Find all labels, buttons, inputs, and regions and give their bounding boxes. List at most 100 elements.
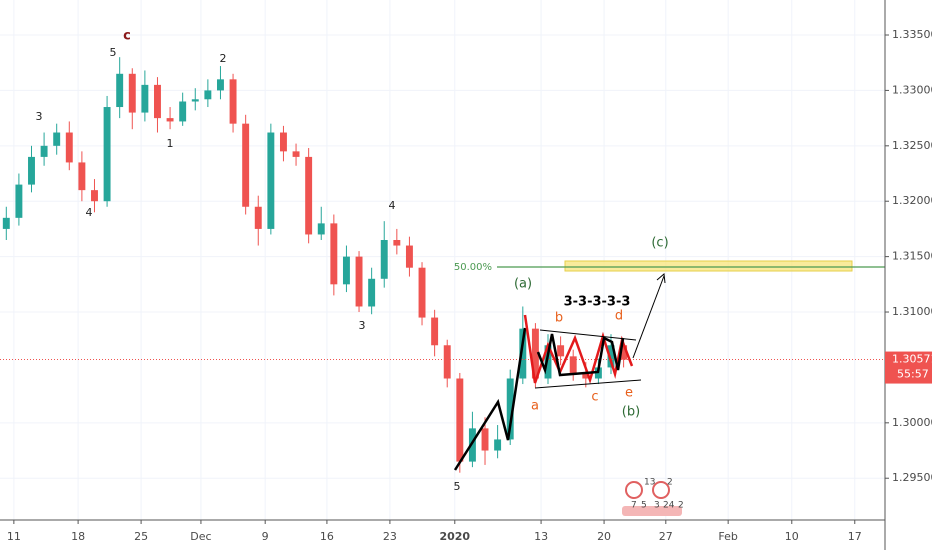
candles [0, 57, 885, 473]
wave-label: (c) [651, 236, 668, 251]
y-tick-label: 1.33000 [892, 83, 932, 96]
candle-body [191, 99, 199, 102]
x-tick-label: 27 [659, 530, 673, 543]
labels: c 5 3 4 1 2 4 3 5 (a) b a c d e (b) (c) … [36, 29, 669, 494]
candle-body [154, 84, 161, 119]
event-count: 13 [644, 478, 655, 488]
event-count: 5 [641, 501, 647, 511]
event-count: 2 [667, 478, 673, 488]
arrow-head [656, 273, 666, 284]
candle-body [305, 156, 313, 235]
candle-body [582, 372, 590, 379]
candle-body [292, 151, 300, 157]
candle-body [15, 184, 23, 218]
triangle-line [534, 379, 642, 389]
wave-label: a [531, 399, 539, 414]
countdown-label: 55:57 [897, 368, 929, 381]
pattern-label: 3-3-3-3-3 [564, 295, 631, 310]
candle-body [216, 79, 224, 91]
candle-body [317, 223, 325, 235]
candle-body [65, 132, 73, 163]
y-tick-label: 1.31500 [892, 250, 932, 263]
candle-body [166, 118, 174, 122]
candle-body [330, 223, 338, 285]
drawings [453, 260, 885, 471]
event-count: 7 [631, 501, 637, 511]
triangle-line [539, 329, 637, 341]
candle-body [468, 428, 476, 462]
candle-body [141, 84, 149, 113]
candle-body [620, 345, 628, 360]
candle-body [544, 345, 552, 379]
candle-body [519, 328, 527, 379]
candle-body [267, 132, 275, 229]
event-icon [625, 481, 643, 499]
grid [0, 0, 885, 520]
candle-body [368, 278, 376, 307]
candle-body [128, 73, 136, 113]
candle-body [204, 90, 212, 100]
candle-body [405, 245, 413, 268]
wave-line [453, 327, 527, 471]
wave-label: c [591, 390, 598, 405]
y-tick-label: 1.32000 [892, 194, 932, 207]
candle-body [355, 256, 363, 307]
candle-body [456, 378, 464, 462]
candle-body [91, 190, 98, 202]
wave-label: d [615, 309, 623, 324]
wave-label: 4 [389, 199, 396, 212]
wave-label: c [123, 29, 131, 44]
candle-body [28, 156, 35, 185]
candle-body [531, 328, 539, 379]
x-tick-label: Dec [190, 530, 211, 543]
candle-body [494, 439, 502, 451]
fib-label: 50.00% [454, 262, 492, 273]
x-tick-label: 23 [383, 530, 397, 543]
x-tick-label: Feb [718, 530, 737, 543]
candle-body [103, 107, 111, 202]
candle-body [229, 79, 237, 124]
x-tick-label: 18 [71, 530, 85, 543]
event-icon [652, 481, 670, 499]
candle-body [242, 123, 250, 207]
event-count: 24 [663, 501, 675, 511]
wave-line [536, 333, 625, 377]
arrow [632, 275, 665, 359]
wave-label: 1 [167, 137, 174, 150]
event-bar [622, 506, 682, 516]
wave-label: e [625, 386, 633, 401]
candle-body [443, 345, 451, 379]
event-count: 2 [678, 501, 684, 511]
candle-body [380, 240, 388, 279]
wave-label: 3 [36, 110, 43, 123]
candle-body [254, 206, 262, 229]
x-tick-label: 9 [262, 530, 269, 543]
x-tick-label: 17 [848, 530, 862, 543]
candle-body [431, 317, 439, 346]
wave-label: b [555, 311, 563, 326]
x-tick-label: 16 [320, 530, 334, 543]
wave-label: 2 [220, 52, 227, 65]
y-tick-label: 1.32500 [892, 139, 932, 152]
candle-body [342, 256, 350, 285]
x-tick-label: 10 [785, 530, 799, 543]
wave-label: (b) [622, 405, 640, 420]
y-tick-label: 1.30000 [892, 416, 932, 429]
wave-label: 3 [359, 319, 366, 332]
x-tick-label: 11 [7, 530, 21, 543]
candle-body [607, 345, 615, 368]
candle-body [481, 428, 489, 451]
candle-body [78, 162, 86, 191]
y-tick-label: 1.29500 [892, 471, 932, 484]
candle-body [116, 73, 124, 108]
last-price-box [885, 351, 932, 384]
candle-body [279, 132, 287, 152]
wave-label: 4 [86, 206, 93, 219]
wave-label: 5 [110, 46, 117, 59]
wave-label: (a) [514, 277, 532, 292]
candle-body [2, 217, 10, 229]
x-tick-label: 13 [534, 530, 548, 543]
x-tick-label: 2020 [439, 530, 470, 543]
candle-body [393, 240, 401, 246]
